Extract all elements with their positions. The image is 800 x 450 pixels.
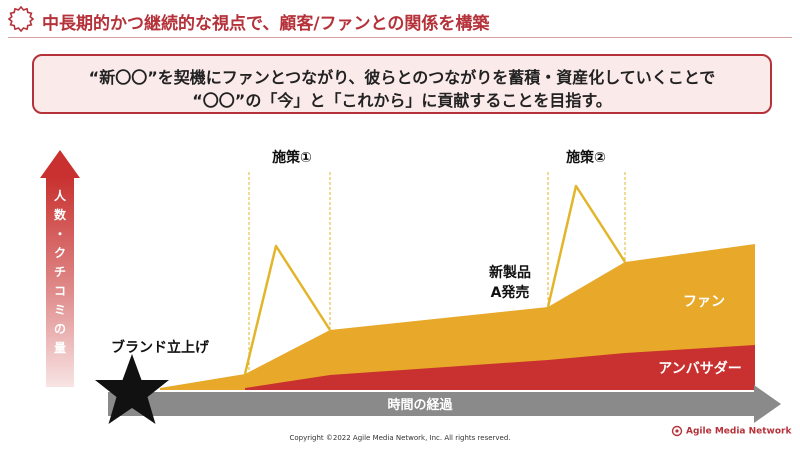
title-divider: [8, 37, 792, 38]
measure2-label: 施策②: [566, 149, 606, 166]
ambassador-label: アンバサダー: [658, 360, 741, 377]
y-axis-char: 人: [54, 188, 67, 203]
logo-text: Agile Media Network: [686, 426, 792, 437]
fan-area: [160, 244, 755, 390]
y-axis-arrow: [40, 150, 80, 387]
badge-icon: [8, 6, 34, 32]
measure1-label: 施策①: [272, 149, 312, 166]
title-bar: 中長期的かつ継続的な視点で、顧客/ファンとの関係を構築: [0, 0, 800, 40]
y-axis-char: 数: [54, 207, 67, 222]
message-box: “新〇〇”を契機にファンとつながり、彼らとのつながりを蓄積・資産化していくことで…: [32, 54, 772, 114]
y-axis-char: コ: [54, 284, 66, 298]
copyright: Copyright ©2022 Agile Media Network, Inc…: [289, 434, 511, 442]
measure1-spike: [243, 244, 332, 375]
launch-label-line1: 新製品: [489, 264, 531, 281]
y-axis-char: ク: [54, 246, 66, 260]
y-axis-char: ミ: [54, 303, 66, 317]
x-axis-arrow: [108, 385, 781, 423]
y-axis-char: 量: [54, 341, 66, 355]
page-title: 中長期的かつ継続的な視点で、顧客/ファンとの関係を構築: [42, 14, 490, 34]
brand-launch-label: ブランド立上げ: [111, 339, 210, 356]
ambassador-area: [245, 345, 755, 390]
y-axis-char: チ: [54, 265, 66, 279]
message-line-2: “〇〇”の「今」と「これから」に貢献することを目指す。: [192, 91, 612, 110]
measure-guides: [248, 172, 626, 376]
company-logo: Agile Media Network: [671, 425, 791, 437]
x-axis-label: 時間の経過: [387, 397, 453, 413]
star-icon: [95, 354, 169, 424]
message-line-1: “新〇〇”を契機にファンとつながり、彼らとのつながりを蓄積・資産化していくことで: [88, 68, 716, 87]
y-axis-label: 人 数 ・ ク チ コ ミ の 量: [54, 188, 67, 355]
y-axis-char: ・: [54, 227, 66, 241]
logo-mark-icon: [671, 425, 683, 437]
launch-label-line2: A発売: [491, 284, 530, 301]
measure2-spike: [546, 184, 627, 308]
fan-label: ファン: [683, 294, 725, 310]
y-axis-char: の: [54, 322, 66, 336]
